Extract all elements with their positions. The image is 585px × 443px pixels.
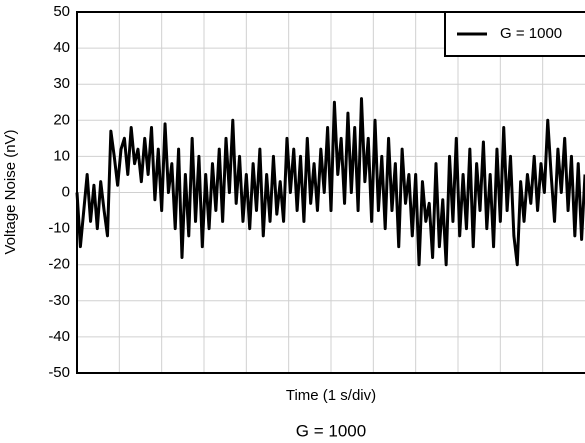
legend-label: G = 1000	[500, 25, 562, 42]
y-tick-label: -10	[48, 220, 70, 237]
y-tick-label: 40	[53, 39, 70, 56]
data-line	[75, 97, 585, 267]
x-axis-label: Time (1 s/div)	[286, 387, 376, 404]
y-tick-label: -30	[48, 292, 70, 309]
y-axis-label: Voltage Noise (nV)	[2, 129, 19, 254]
y-tick-label: 50	[53, 3, 70, 20]
y-tick-label: 20	[53, 111, 70, 128]
y-tick-label: 0	[62, 183, 70, 200]
y-tick-label: 10	[53, 147, 70, 164]
y-tick-label: -40	[48, 328, 70, 345]
caption: G = 1000	[296, 421, 366, 440]
y-tick-label: 30	[53, 75, 70, 92]
y-tick-label: -50	[48, 364, 70, 381]
plot-frame	[76, 11, 585, 374]
y-tick-label: -20	[48, 256, 70, 273]
